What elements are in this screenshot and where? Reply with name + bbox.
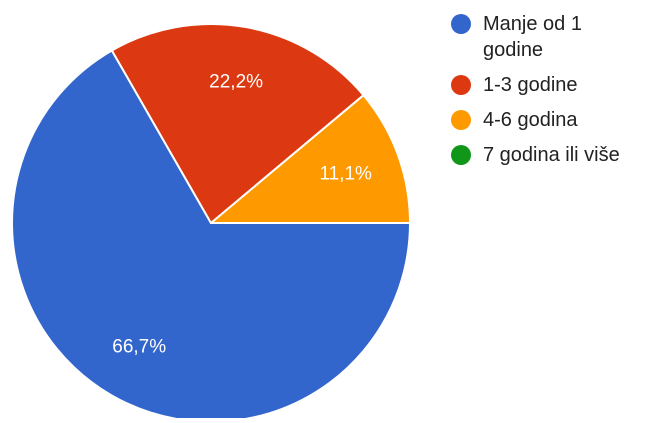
pie-slice-label-0: 66,7% [112,337,166,358]
legend-entry-2: 4-6 godina [451,109,578,131]
pie-slice-label-2: 11,1% [319,164,372,185]
legend-entry-1: 1-3 godine [451,74,578,96]
legend-label-0-line-1: godine [483,39,543,61]
legend-label-0-line-0: Manje od 1 [483,13,582,35]
legend-label-2-line-0: 4-6 godina [483,109,578,131]
pie-slice-2 [210,94,411,224]
legend-marker-1 [451,75,471,95]
legend-entry-3: 7 godina ili više [451,144,620,166]
pie-slice-label-1: 22,2% [209,71,263,92]
pie-slice-0 [11,49,411,423]
legend-marker-2 [451,110,471,130]
legend-marker-3 [451,145,471,165]
pie-slice-1 [110,22,365,224]
legend-marker-0 [451,14,471,34]
legend-label-1-line-0: 1-3 godine [483,74,578,96]
pie-slice-labels: 66,7% 22,2% 11,1% [112,71,372,357]
legend-label-3-line-0: 7 godina ili više [483,144,620,166]
pie-slices [11,22,411,423]
legend-entry-0: Manje od 1 godine [451,13,582,61]
legend: Manje od 1 godine 1-3 godine 4-6 godina 7 go… [451,13,620,166]
